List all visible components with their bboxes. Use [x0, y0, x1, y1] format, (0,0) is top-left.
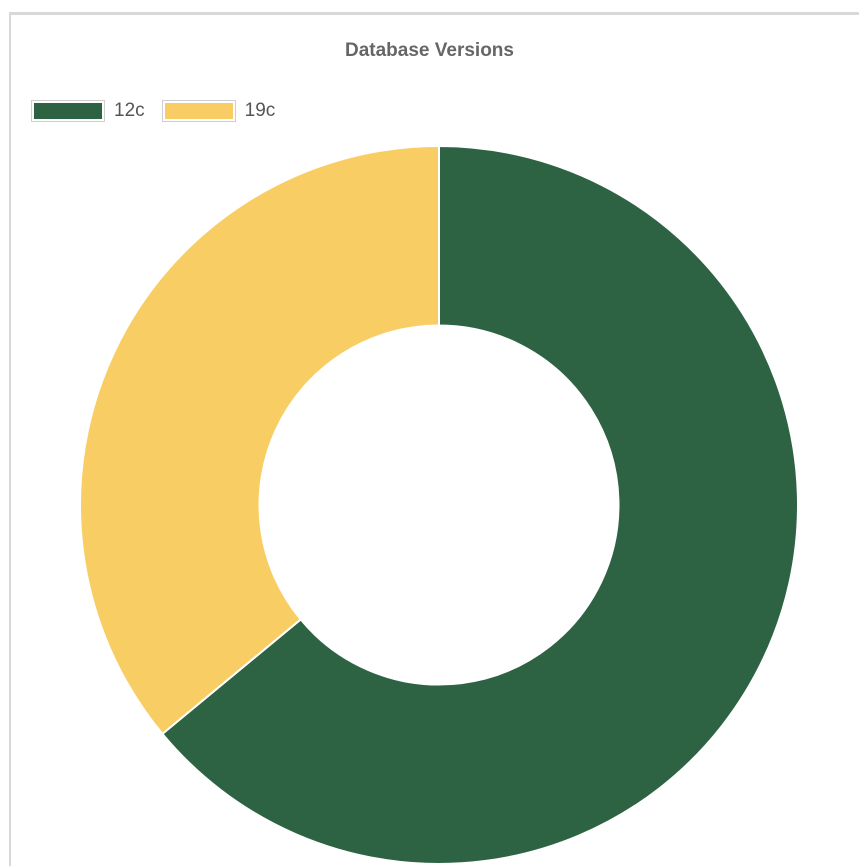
legend-swatch-12c — [32, 101, 104, 121]
chart-title: Database Versions — [345, 40, 514, 61]
legend-label-19c: 19c — [244, 100, 276, 121]
doughnut-slices — [79, 144, 799, 865]
doughnut-slice-12c[interactable] — [160, 144, 799, 865]
chart-legend: 12c 19c — [32, 100, 293, 122]
legend-label-12c: 12c — [114, 100, 145, 121]
legend-swatch-19c — [162, 101, 235, 121]
legend-item-12c[interactable]: 12c — [32, 100, 145, 122]
legend-item-19c[interactable]: 19c — [162, 100, 276, 122]
doughnut-slice-19c[interactable] — [79, 144, 440, 736]
